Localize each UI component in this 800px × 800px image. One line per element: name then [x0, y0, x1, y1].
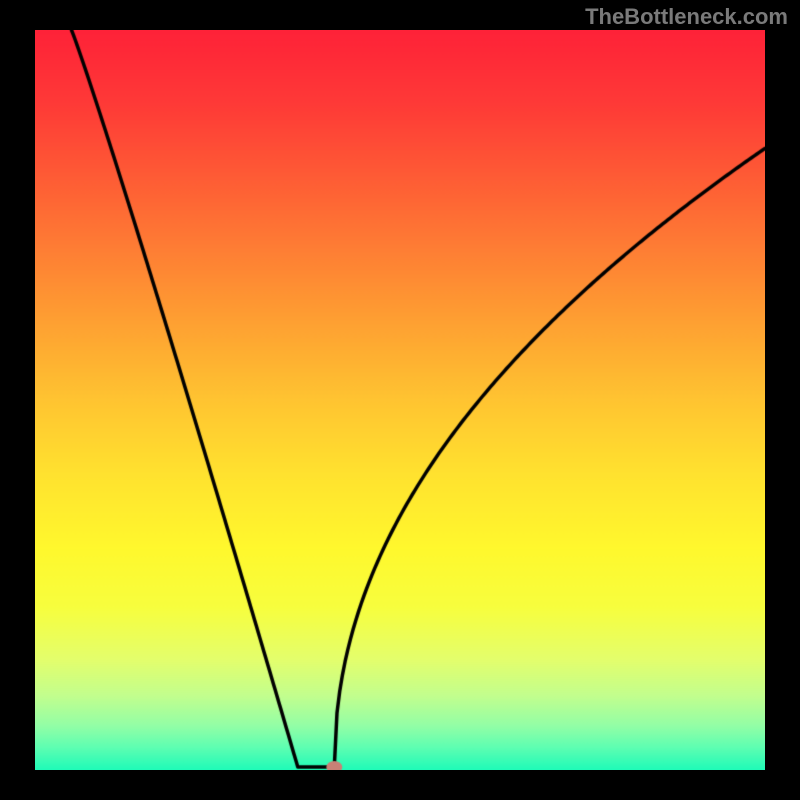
- bottleneck-curve: [35, 30, 765, 770]
- chart-frame: TheBottleneck.com: [0, 0, 800, 800]
- watermark-text: TheBottleneck.com: [585, 4, 788, 30]
- plot-area: [35, 30, 765, 770]
